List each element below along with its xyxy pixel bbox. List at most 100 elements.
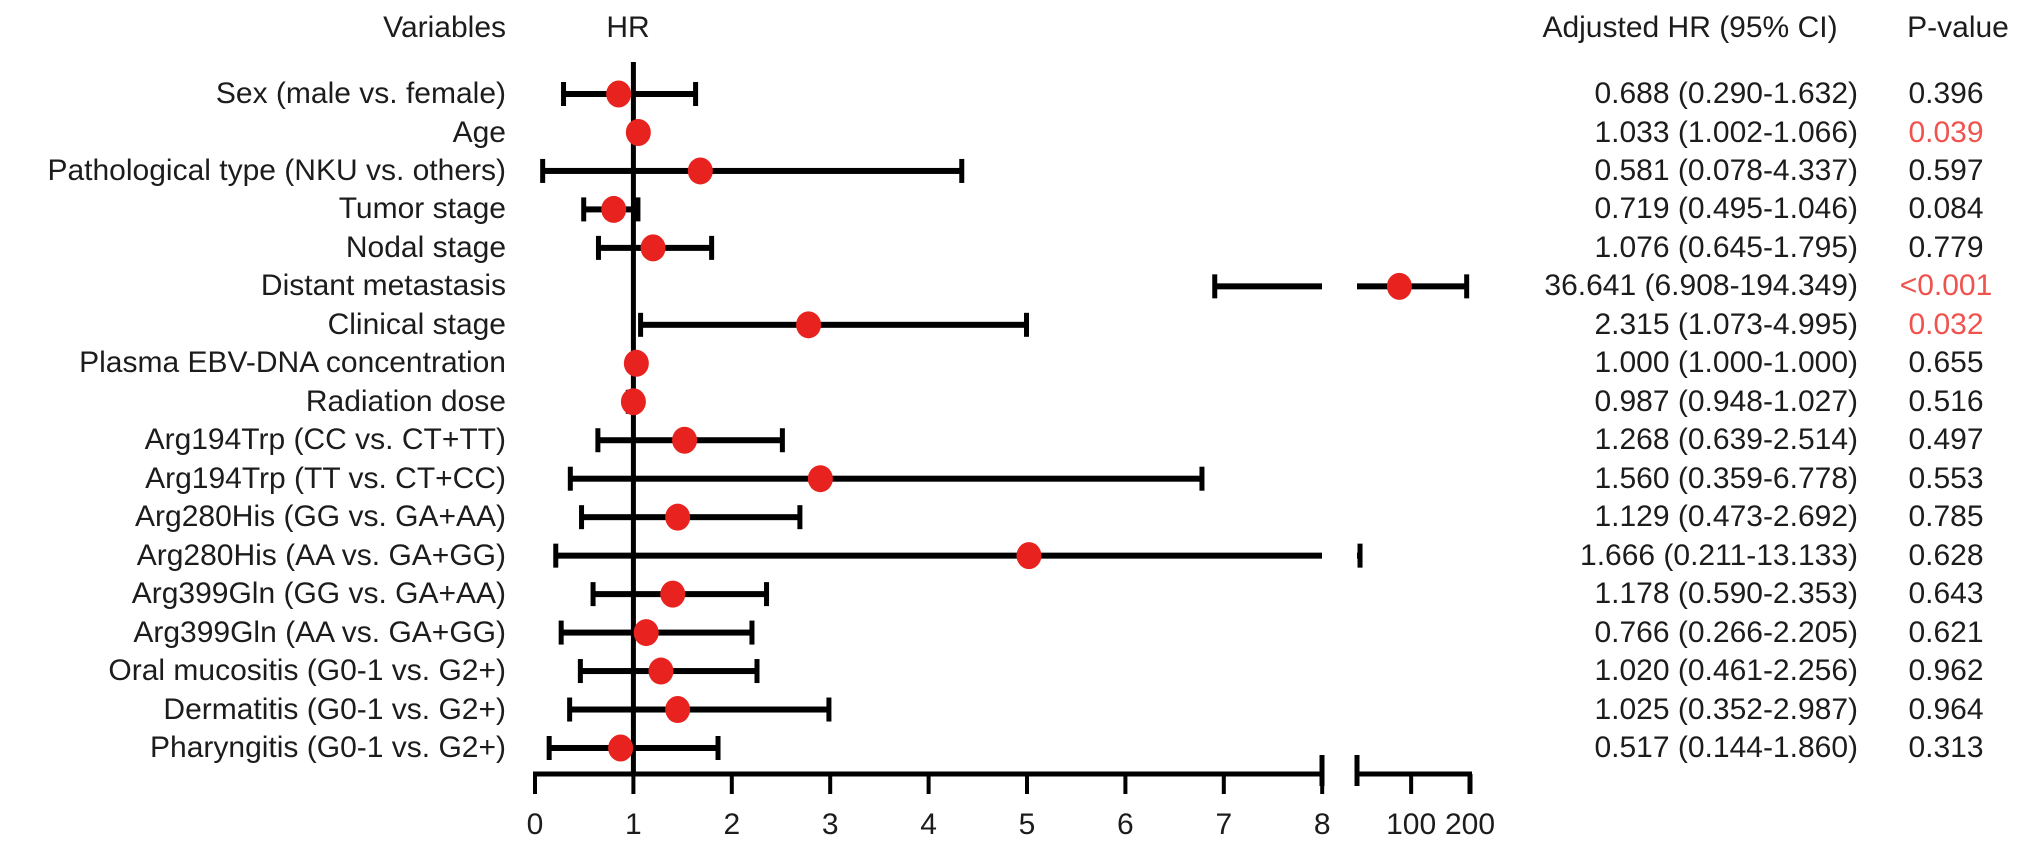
adjusted-hr-value: 1.020 (0.461-2.256) (1594, 654, 1858, 687)
p-value: 0.779 (1908, 230, 1984, 264)
row-label: Pathological type (NKU vs. others) (47, 153, 506, 187)
row-label: Arg280His (GG vs. GA+AA) (135, 500, 506, 534)
p-value: 0.621 (1908, 615, 1984, 649)
adjusted-hr-value: 1.560 (0.359-6.778) (1594, 461, 1858, 495)
error-bar-cap-left (567, 466, 573, 491)
tick-label: 100 (1386, 808, 1436, 841)
p-value: 0.643 (1908, 577, 1984, 611)
axis-tick (1221, 774, 1226, 794)
error-bar-cap-right (1464, 274, 1470, 299)
forest-dot (665, 503, 691, 531)
column-header-hr: HR (606, 11, 650, 44)
p-value: 0.964 (1908, 692, 1984, 726)
adjusted-hr-value: 36.641 (6.908-194.349) (1544, 269, 1858, 303)
forest-dot (660, 580, 686, 608)
error-bar-cap-right (709, 235, 715, 260)
error-bar-cap-left (581, 197, 587, 222)
error-bar-cap-left (590, 582, 596, 607)
column-header-adjusted-hr: Adjusted HR (95% CI) (1542, 11, 1838, 44)
forest-dot (1386, 272, 1412, 300)
axis-tick (926, 774, 931, 794)
p-value: 0.597 (1908, 153, 1984, 187)
p-value: 0.516 (1908, 384, 1984, 418)
row-label: Arg194Trp (TT vs. CT+CC) (145, 461, 506, 495)
forest-dot (608, 734, 634, 762)
adjusted-hr-value: 1.268 (0.639-2.514) (1594, 423, 1858, 457)
adjusted-hr-value: 1.666 (0.211-13.133) (1580, 538, 1858, 572)
row-label: Nodal stage (345, 230, 506, 264)
error-bar-cap-right (715, 735, 721, 760)
error-bar-cap-left (1212, 274, 1218, 299)
error-bar-cap-right (1199, 466, 1205, 491)
reference-line-hr1 (630, 62, 636, 774)
row-label: Plasma EBV-DNA concentration (79, 346, 506, 380)
row-label: Sex (male vs. female) (215, 77, 506, 110)
row-label: Arg399Gln (GG vs. GA+AA) (131, 577, 506, 611)
forest-dot (648, 657, 674, 685)
error-bar (1214, 283, 1322, 290)
forest-dot (601, 195, 627, 223)
column-header-variables: Variables (383, 11, 506, 44)
forest-dot (687, 157, 713, 185)
row-label: Oral mucositis (G0-1 vs. G2+) (108, 654, 506, 687)
adjusted-hr-value: 1.000 (1.000-1.000) (1594, 346, 1858, 380)
tick-label: 4 (920, 808, 937, 841)
row-label: Radiation dose (305, 384, 506, 418)
tick-label: 1 (625, 808, 642, 841)
tick-label: 6 (1117, 808, 1134, 841)
error-bar (569, 706, 829, 713)
axis-tick (631, 774, 636, 794)
tick-label: 200 (1445, 808, 1495, 841)
row-label: Age (452, 115, 506, 149)
forest-dot (620, 388, 646, 416)
p-value: 0.962 (1908, 654, 1984, 687)
error-bar-cap-right (764, 582, 770, 607)
p-value-significant: <0.001 (1899, 269, 1993, 303)
adjusted-hr-value: 0.688 (0.290-1.632) (1594, 77, 1858, 110)
forest-dot (665, 696, 691, 724)
error-bar-cap-right (1024, 312, 1030, 337)
error-bar-cap-left (553, 543, 559, 568)
axis-tick (533, 774, 537, 794)
error-bar-cap-left (567, 697, 573, 722)
p-value: 0.655 (1908, 346, 1984, 380)
error-bar-cap-left (558, 620, 564, 645)
error-bar-cap-right (1357, 543, 1363, 568)
p-value: 0.497 (1908, 423, 1984, 457)
tick-label: 8 (1314, 808, 1331, 841)
forest-dot (625, 118, 651, 146)
adjusted-hr-value: 1.033 (1.002-1.066) (1594, 115, 1858, 149)
error-bar (570, 475, 1202, 482)
axis-break-cap (1354, 755, 1360, 786)
error-bar-cap-left (540, 158, 546, 183)
axis-tick (828, 774, 833, 794)
adjusted-hr-value: 1.178 (0.590-2.353) (1594, 577, 1858, 611)
error-bar (549, 744, 719, 751)
axis-tick (1025, 774, 1029, 794)
adjusted-hr-value: 0.766 (0.266-2.205) (1594, 615, 1858, 649)
p-value: 0.396 (1908, 77, 1984, 110)
forest-dot (633, 619, 659, 647)
tick-label: 2 (723, 808, 740, 841)
error-bar (640, 321, 1027, 328)
error-bar (581, 514, 800, 521)
row-label: Dermatitis (G0-1 vs. G2+) (163, 692, 506, 726)
axis-tick (1320, 774, 1325, 794)
row-label: Arg194Trp (CC vs. CT+TT) (144, 423, 506, 457)
x-axis-segment-2 (1355, 771, 1472, 777)
forest-dot (796, 311, 822, 339)
forest-dot (672, 426, 698, 454)
adjusted-hr-value: 0.719 (0.495-1.046) (1594, 192, 1858, 226)
tick-label: 3 (822, 808, 839, 841)
axis-break-cap (1319, 755, 1325, 786)
axis-tick (1409, 774, 1414, 794)
p-value: 0.313 (1908, 731, 1984, 764)
error-bar-cap-left (638, 312, 644, 337)
error-bar-cap-left (579, 505, 585, 530)
adjusted-hr-value: 0.987 (0.948-1.027) (1594, 384, 1858, 418)
axis-end-cap (1467, 774, 1473, 794)
tick-label: 7 (1215, 808, 1232, 841)
row-label: Arg280His (AA vs. GA+GG) (136, 538, 506, 572)
